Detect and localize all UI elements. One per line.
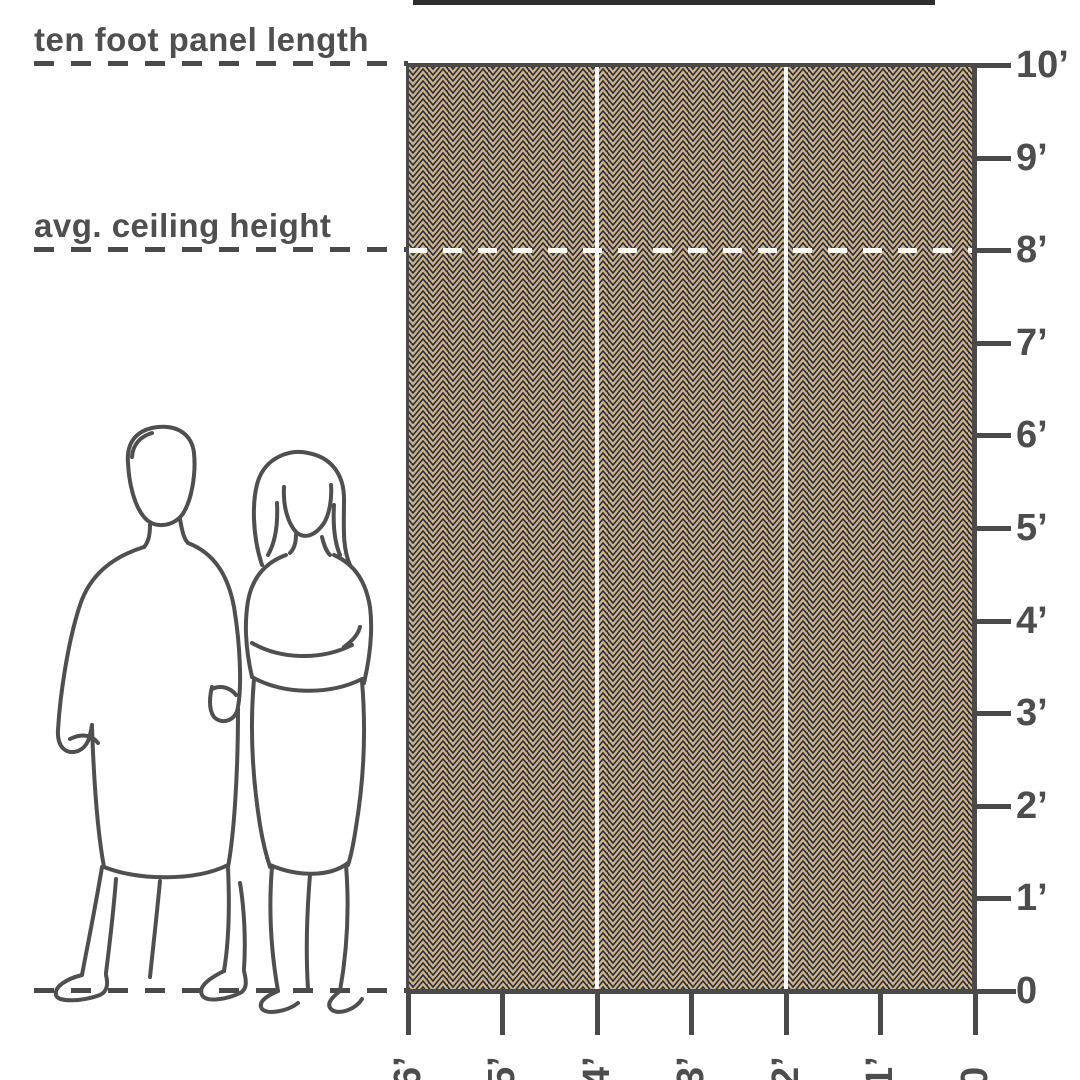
bottom-axis-tick-label: 6’ bbox=[387, 1056, 429, 1080]
right-axis-tick bbox=[975, 526, 1011, 531]
right-axis-tick bbox=[975, 341, 1011, 346]
right-axis-tick-label: 9’ bbox=[1016, 137, 1048, 179]
right-axis-tick bbox=[975, 989, 1011, 994]
right-axis-tick bbox=[975, 63, 1011, 68]
right-axis-tick-label: 2’ bbox=[1016, 785, 1048, 827]
right-axis-tick bbox=[975, 711, 1011, 716]
ceiling-dashed-line-on-panel bbox=[408, 248, 975, 253]
right-axis-tick-label: 10’ bbox=[1016, 44, 1069, 86]
bottom-axis-tick-label: 0 bbox=[954, 1066, 996, 1080]
right-axis-tick-label: 5’ bbox=[1016, 507, 1048, 549]
panel-left-border bbox=[406, 63, 409, 991]
right-axis-tick-label: 6’ bbox=[1016, 414, 1048, 456]
bottom-axis-tick bbox=[878, 991, 883, 1035]
bottom-axis-tick bbox=[784, 991, 789, 1035]
panel-seam-2 bbox=[784, 63, 788, 991]
panel-length-dashed-line bbox=[34, 61, 408, 66]
right-axis-tick bbox=[975, 156, 1011, 161]
panel-top-border bbox=[406, 63, 978, 67]
bottom-axis-tick bbox=[689, 991, 694, 1035]
bottom-axis-tick bbox=[595, 991, 600, 1035]
bottom-axis-tick-label: 1’ bbox=[859, 1056, 901, 1080]
scale-figures bbox=[53, 424, 374, 1014]
bottom-axis-line bbox=[406, 989, 1016, 994]
man-figure bbox=[53, 424, 248, 1003]
woman-figure bbox=[243, 450, 374, 1014]
right-axis-tick-label: 0 bbox=[1016, 970, 1038, 1012]
top-crop-bar bbox=[413, 0, 935, 5]
bottom-axis-tick-label: 2’ bbox=[765, 1056, 807, 1080]
right-axis-tick bbox=[975, 433, 1011, 438]
right-axis-tick-label: 3’ bbox=[1016, 692, 1048, 734]
panel-seam-1 bbox=[595, 63, 599, 991]
right-axis-tick bbox=[975, 248, 1011, 253]
right-axis-tick bbox=[975, 619, 1011, 624]
bottom-axis-tick-label: 3’ bbox=[670, 1056, 712, 1080]
bottom-axis-tick-label: 4’ bbox=[576, 1056, 618, 1080]
right-axis-tick-label: 7’ bbox=[1016, 322, 1048, 364]
right-axis-tick bbox=[975, 804, 1011, 809]
ceiling-height-label: avg. ceiling height bbox=[34, 207, 332, 244]
chevron-pattern-swatch bbox=[408, 63, 975, 991]
wallpaper-panels bbox=[408, 63, 975, 991]
panel-length-label: ten foot panel length bbox=[34, 21, 369, 58]
floor-dashed-line bbox=[34, 988, 406, 993]
bottom-axis-tick bbox=[973, 991, 978, 1035]
right-axis-tick-label: 1’ bbox=[1016, 877, 1048, 919]
right-axis-tick-label: 4’ bbox=[1016, 600, 1048, 642]
right-axis-tick-label: 8’ bbox=[1016, 229, 1048, 271]
bottom-axis-tick bbox=[500, 991, 505, 1035]
bottom-axis-tick-label: 5’ bbox=[481, 1056, 523, 1080]
bottom-axis-tick bbox=[406, 991, 411, 1035]
right-axis-line bbox=[972, 63, 977, 994]
ceiling-height-dashed-line bbox=[34, 247, 408, 252]
right-axis-tick bbox=[975, 896, 1011, 901]
